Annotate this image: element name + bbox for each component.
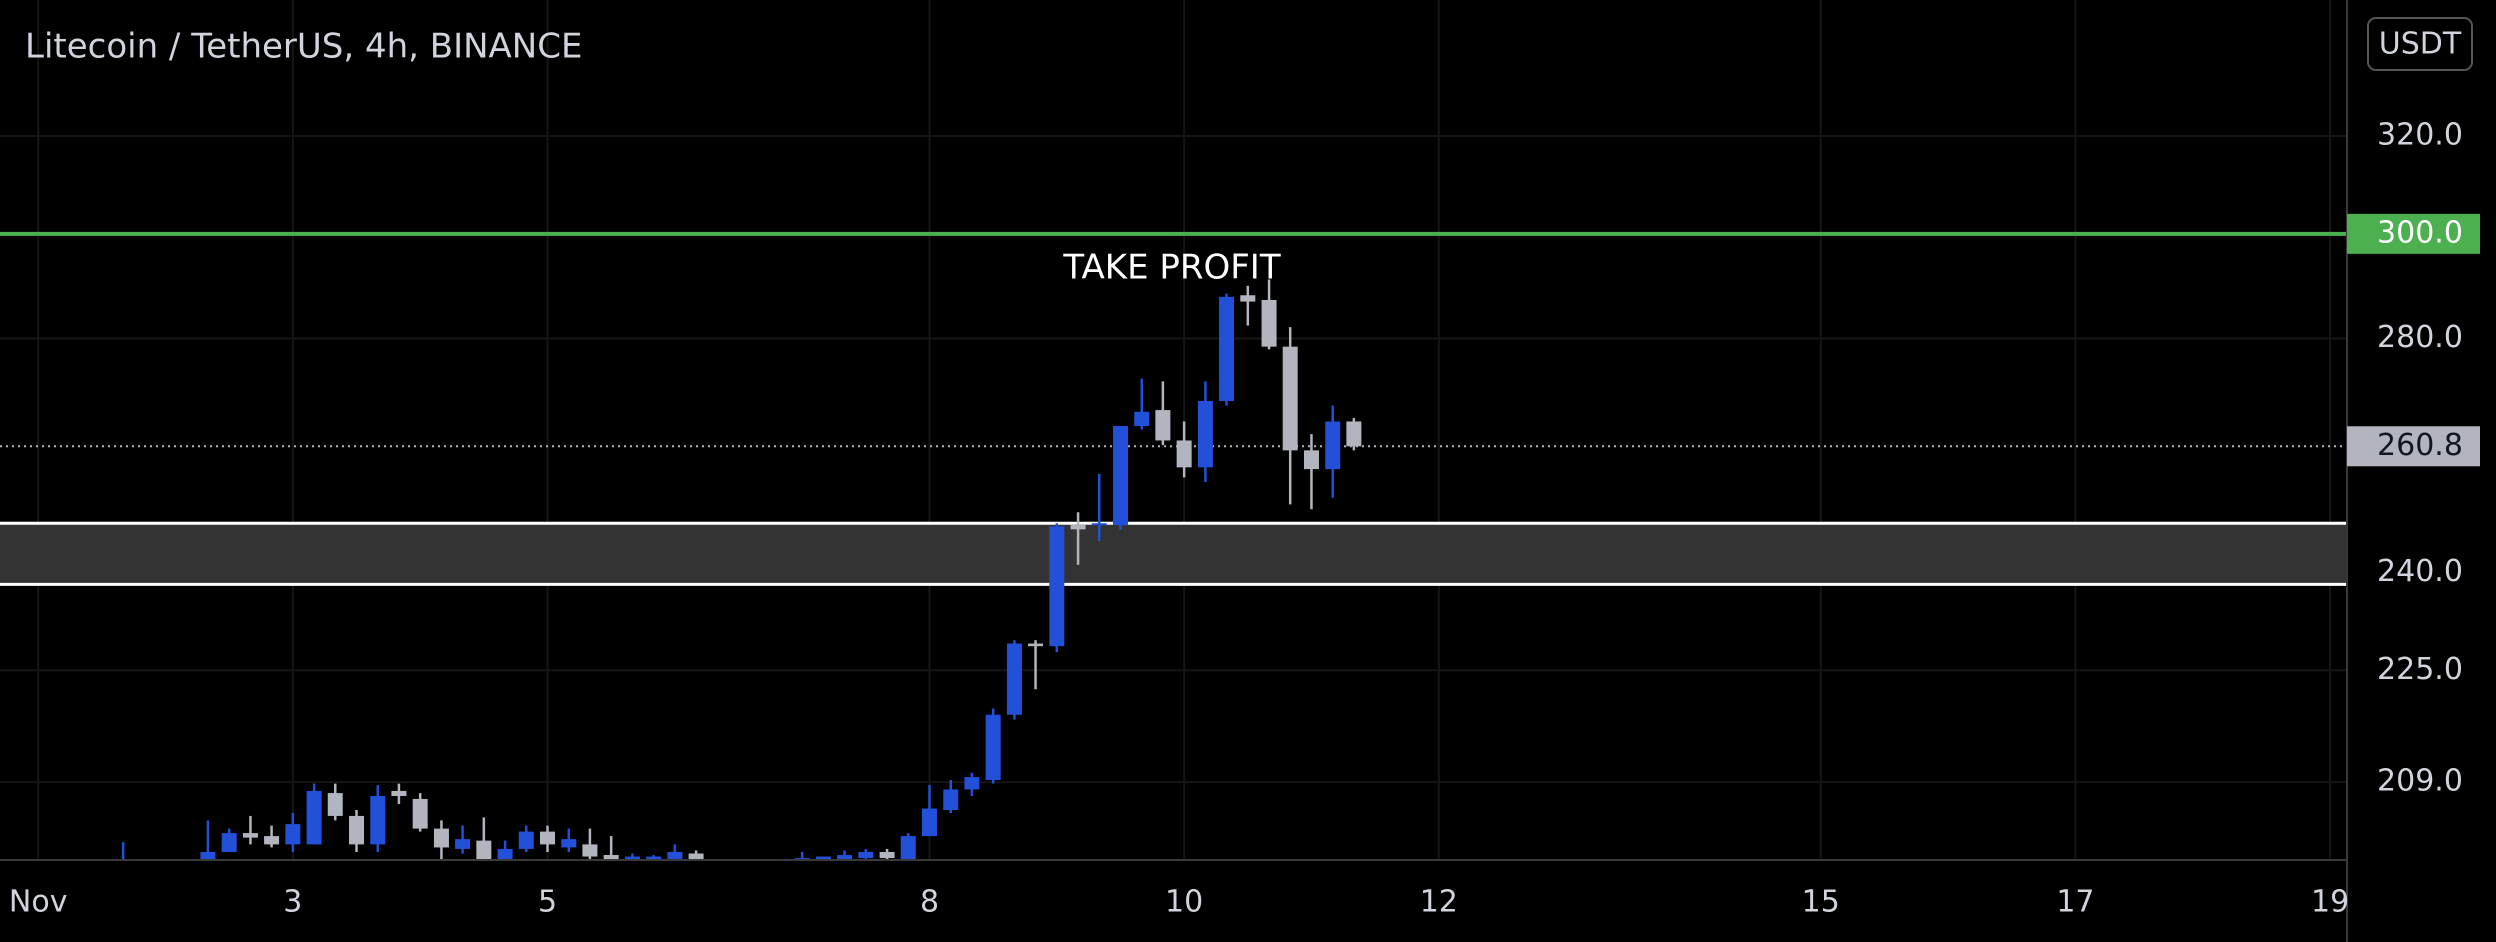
- x-tick-label: 17: [2056, 885, 2094, 920]
- candle-body: [200, 851, 216, 859]
- price-line-label-box: [2347, 213, 2480, 254]
- candle-body: [964, 777, 980, 790]
- x-tick-label: 15: [1802, 885, 1840, 920]
- candle-body: [391, 790, 407, 797]
- candle-body: [1006, 643, 1022, 715]
- candle-body: [476, 840, 492, 859]
- candle-body: [264, 836, 280, 845]
- x-tick-label: 5: [538, 885, 557, 920]
- candle-body: [1155, 410, 1171, 441]
- candle-body: [1325, 421, 1341, 470]
- currency-label[interactable]: USDT: [2379, 27, 2462, 62]
- candle-body: [1091, 523, 1107, 526]
- candle-body: [327, 793, 343, 816]
- candle-body: [815, 856, 831, 859]
- candle-body: [1282, 346, 1298, 451]
- x-tick-label: 12: [1420, 885, 1458, 920]
- candle-body: [921, 808, 937, 837]
- candle-body: [285, 824, 301, 845]
- candle-body: [349, 815, 365, 845]
- candle-body: [943, 789, 959, 811]
- candle-body: [242, 833, 258, 838]
- candle-body: [306, 790, 322, 845]
- price-line-label: 300.0: [2377, 215, 2463, 250]
- candle-body: [1134, 411, 1150, 427]
- candle-body: [433, 828, 449, 848]
- candle-body: [1028, 643, 1044, 647]
- y-tick-label: 225.0: [2377, 652, 2463, 687]
- candle-body: [879, 851, 895, 859]
- candle-body: [518, 831, 534, 849]
- zone: [0, 523, 2346, 585]
- candle-body: [412, 798, 428, 829]
- candle-body: [1346, 421, 1362, 447]
- candle-body: [455, 839, 471, 849]
- candle-body: [794, 858, 810, 859]
- y-tick-label: 320.0: [2377, 117, 2463, 152]
- candle-body: [1303, 450, 1319, 470]
- price-line-annotation: TAKE PROFIT: [1062, 247, 1280, 287]
- y-tick-label: 209.0: [2377, 764, 2463, 799]
- axes: 320.0 280.0 240.0 225.0 209.0 Nov 3 5 8 10 12 15 17 1…: [9, 117, 2480, 920]
- candle-body: [1176, 440, 1192, 468]
- candle-body: [1197, 401, 1213, 468]
- chart-title: Litecoin / TetherUS, 4h, BINANCE: [25, 27, 582, 67]
- candle-body: [540, 831, 556, 845]
- candle-body: [688, 853, 704, 859]
- x-tick-label: 3: [283, 885, 302, 920]
- candle-body: [497, 848, 513, 859]
- candle-body: [221, 833, 237, 852]
- candle-body: [1261, 299, 1277, 347]
- candle-body: [1070, 525, 1086, 530]
- candle-body: [561, 839, 577, 848]
- candle-body: [985, 714, 1001, 780]
- y-tick-label: 280.0: [2377, 320, 2463, 355]
- candle-body: [646, 856, 662, 859]
- candle-body: [624, 856, 640, 859]
- candle-body: [1049, 526, 1065, 647]
- x-tick-label: 8: [920, 885, 939, 920]
- last-price-label-box: [2347, 426, 2480, 467]
- y-tick-label: 240.0: [2377, 554, 2463, 589]
- candle-body: [837, 855, 853, 859]
- last-price-label: 260.8: [2377, 428, 2463, 463]
- x-tick-label: 19: [2311, 885, 2349, 920]
- candle-body: [1240, 295, 1256, 302]
- candle-body: [603, 855, 619, 859]
- candle-body: [1219, 296, 1235, 402]
- candle-body: [900, 836, 916, 859]
- candle-body: [370, 796, 386, 845]
- candle-body: [858, 851, 874, 859]
- candle-body: [1112, 426, 1128, 526]
- x-tick-label: Nov: [9, 885, 68, 920]
- x-tick-label: 10: [1165, 885, 1203, 920]
- currency-box[interactable]: [2367, 17, 2473, 71]
- candle-body: [667, 851, 683, 859]
- plot-area: TAKE PROFIT: [0, 231, 2346, 859]
- candle-body: [582, 844, 598, 857]
